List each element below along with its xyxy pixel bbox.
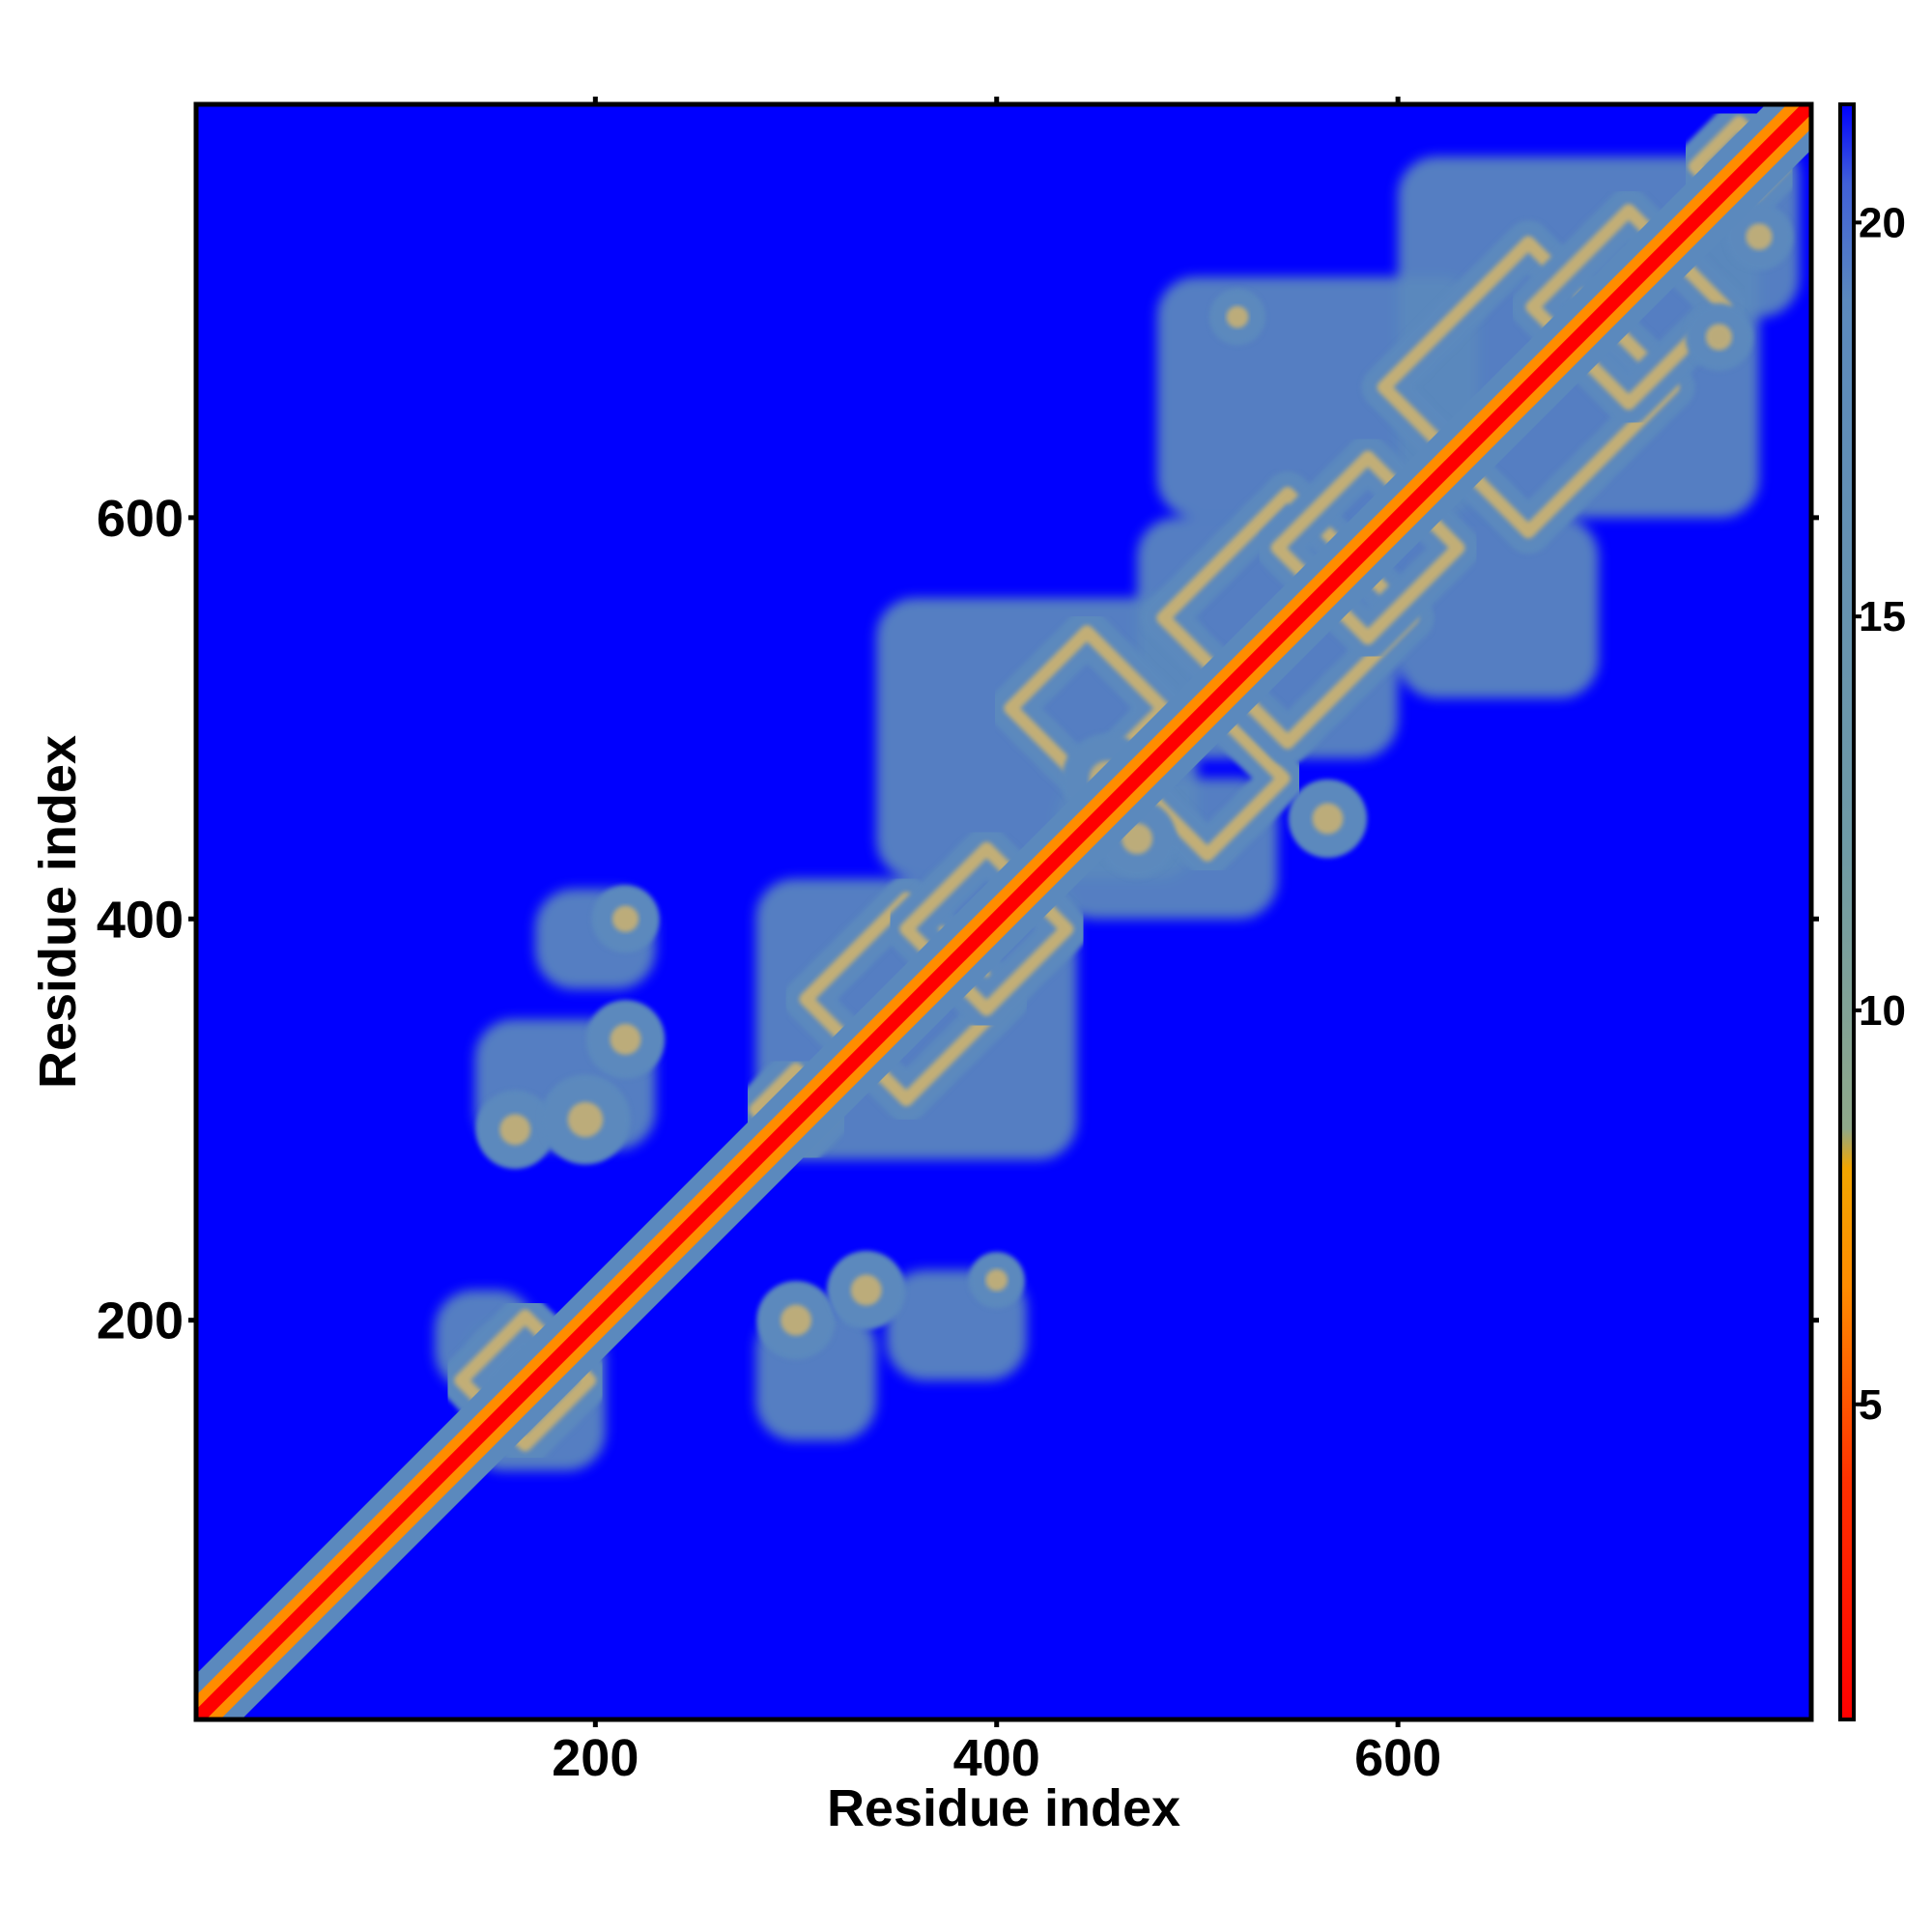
y-axis-title: Residue index (29, 735, 87, 1089)
y-tick-label-2: 600 (97, 490, 184, 548)
x-axis: 200 400 600 (552, 97, 1441, 1787)
colorbar-frame (1838, 102, 1856, 1721)
x-tick-label-0: 200 (552, 1729, 639, 1787)
contact-blobs (475, 203, 1793, 1360)
contact-blob-6 (591, 885, 660, 953)
contact-ring-9 (1510, 188, 1747, 426)
y-tick-label-1: 400 (97, 891, 184, 949)
contact-blob-9 (1288, 779, 1368, 859)
colorbar: 5 10 15 20 (1838, 102, 1906, 1721)
x-tick-label-2: 600 (1354, 1729, 1441, 1787)
x-tick-label-1: 400 (953, 1729, 1040, 1787)
colorbar-tick-label-0: 5 (1859, 1381, 1882, 1429)
y-tick-label-0: 200 (97, 1293, 184, 1350)
contact-blob-4 (540, 1074, 631, 1165)
colorbar-ticks: 5 10 15 20 (1854, 199, 1906, 1429)
diagonal-layer (196, 104, 1811, 1719)
diagonal-core (196, 104, 1811, 1719)
y-axis: 200 400 600 (97, 490, 1819, 1350)
contact-blob-1 (827, 1250, 906, 1330)
colorbar-tick-label-2: 15 (1859, 593, 1906, 640)
contact-blob-5 (585, 1000, 666, 1079)
x-axis-title: Residue index (827, 1779, 1180, 1837)
contact-ring-8 (1361, 220, 1695, 554)
contact-blob-3 (475, 1090, 554, 1170)
colorbar-tick-label-3: 20 (1859, 199, 1906, 246)
contact-blob-10 (1208, 289, 1266, 346)
contact-blob-12 (1725, 203, 1793, 270)
colorbar-tick-label-1: 10 (1859, 987, 1906, 1035)
contact-blob-2 (968, 1252, 1025, 1309)
contact-blob-11 (1685, 303, 1753, 371)
plot-area (193, 101, 1814, 1722)
plot-frame (193, 101, 1814, 1722)
colorbar-fill (1840, 104, 1854, 1719)
contact-blob-0 (756, 1280, 836, 1360)
